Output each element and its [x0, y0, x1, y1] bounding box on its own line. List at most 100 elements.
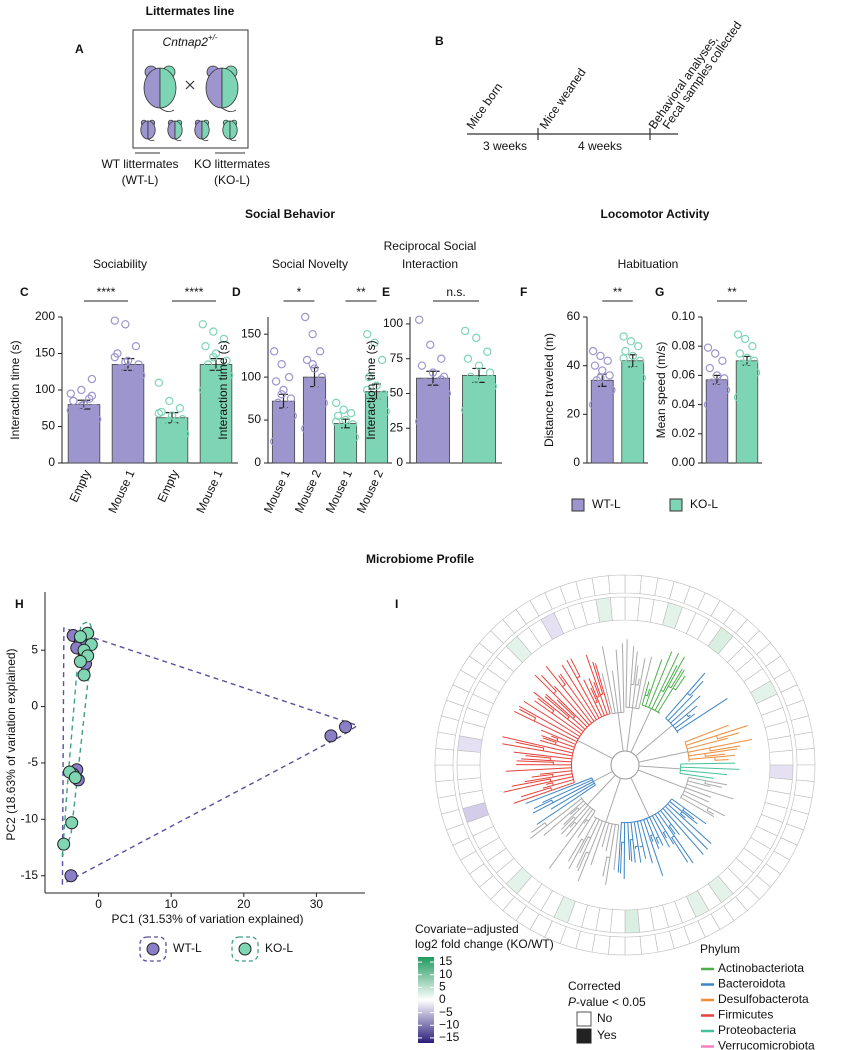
legend-label: KO-L: [690, 497, 718, 511]
tree-leaf: [629, 839, 633, 862]
tree-leaf: [684, 724, 729, 743]
data-point: [209, 352, 218, 362]
data-point: [173, 444, 182, 453]
data-point: [198, 320, 207, 329]
tree-leaf: [660, 810, 680, 835]
tree-leaf: [521, 787, 553, 798]
tree-leaf: [502, 736, 573, 754]
legend-key: [231, 936, 259, 962]
data-point: [377, 355, 387, 365]
data-point: [154, 378, 163, 387]
tree-leaf: [570, 658, 581, 679]
data-point: [338, 720, 352, 734]
data-point: [337, 437, 346, 446]
tree-leaf: [559, 673, 595, 722]
panel-letter: G: [655, 285, 664, 299]
data-point: [57, 837, 71, 851]
timeline-event: Mice weaned: [537, 66, 589, 132]
tree-leaf: [568, 817, 597, 870]
tree-branch: [620, 798, 673, 824]
tree-leaf: [533, 799, 554, 809]
tree-leaf: [513, 751, 572, 760]
data-point: [428, 368, 438, 377]
data-point: [92, 415, 102, 424]
mouse-body: [222, 120, 231, 140]
y-tick-label: 0.10: [672, 309, 696, 323]
mouse-body: [229, 120, 238, 140]
data-point: [705, 363, 715, 373]
tree-leaf: [542, 779, 593, 803]
tree-leaf: [639, 845, 643, 848]
data-point: [126, 367, 135, 376]
x-tick-label: Mouse 2: [354, 467, 386, 515]
tree-leaf: [568, 838, 585, 862]
legend-label: Yes: [597, 1028, 617, 1042]
tree-leaf: [593, 681, 600, 698]
data-point: [417, 361, 427, 370]
data-point: [488, 382, 497, 391]
tree-leaf: [641, 681, 650, 706]
tree-leaf: [588, 678, 605, 716]
significance-cell: [624, 574, 642, 594]
tree-branch: [570, 713, 611, 783]
data-point: [714, 382, 724, 392]
colorbar: [418, 957, 434, 1043]
data-point: [201, 342, 210, 351]
mouse-body: [140, 120, 149, 140]
data-point: [277, 390, 286, 399]
x-tick-label: 10: [165, 897, 179, 911]
tree-leaf: [704, 780, 722, 788]
legend-swatch: [576, 1028, 592, 1044]
heatmap-cell: [610, 909, 626, 934]
data-point: [588, 400, 598, 409]
tree-leaf: [644, 688, 651, 697]
data-point: [77, 668, 91, 682]
tree-leaf: [602, 856, 611, 877]
data-point: [739, 378, 748, 387]
data-point: [209, 327, 218, 336]
panel-letter: A: [75, 42, 84, 56]
data-point: [372, 381, 381, 390]
tree-leaf: [541, 735, 575, 748]
data-point: [750, 356, 759, 365]
data-point: [461, 405, 470, 415]
x-tick-label: 20: [237, 897, 251, 911]
data-point: [222, 356, 231, 365]
ko-label: (KO-L): [214, 173, 250, 187]
data-point: [345, 445, 354, 455]
y-tick-label: 100: [383, 316, 403, 330]
ko-label: KO littermates: [194, 157, 270, 171]
tree-leaf: [679, 772, 714, 779]
data-point: [368, 411, 377, 420]
tree-leaf: [662, 830, 667, 839]
tree-leaf: [621, 643, 625, 713]
mouse-body: [205, 67, 223, 109]
data-point: [71, 407, 81, 417]
tree-leaf: [601, 646, 616, 714]
x-tick-label: Mouse 1: [105, 467, 137, 515]
data-point: [594, 390, 603, 400]
significance-label: **: [613, 285, 623, 299]
tree-leaf: [615, 649, 622, 713]
tree-leaf: [688, 748, 738, 757]
data-point: [415, 315, 424, 324]
data-point: [283, 424, 292, 433]
y-tick-label: 100: [35, 382, 55, 396]
y-tick-label: 20: [567, 407, 581, 421]
y-tick-label: 50: [248, 412, 262, 426]
tree-leaf: [540, 770, 572, 775]
tree-leaf: [525, 755, 551, 761]
data-point: [742, 353, 752, 363]
tree-leaf: [651, 815, 670, 848]
legend-label: Actinobacteriota: [718, 961, 804, 975]
data-point: [332, 417, 341, 426]
data-point: [129, 378, 138, 387]
timeline-event: Mice born: [464, 80, 506, 131]
tree-leaf: [532, 781, 594, 814]
tree-leaf: [545, 693, 586, 730]
y-tick-label: 0.00: [672, 455, 696, 469]
wt-label: WT littermates: [101, 157, 178, 171]
tree-leaf: [525, 777, 592, 805]
data-point: [366, 394, 376, 403]
